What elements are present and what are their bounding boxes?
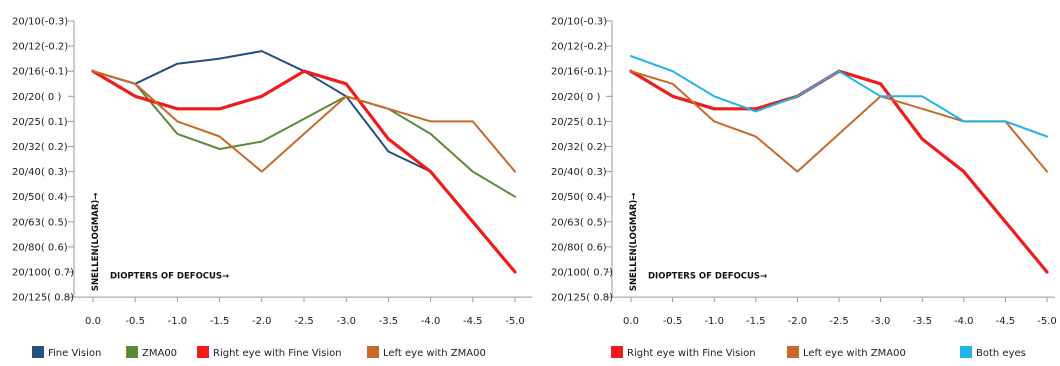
legend-label: Fine Vision [48,348,101,359]
x-tick-label: -2.5 [829,316,849,327]
y-tick-label: 20/125( 0.8) [12,293,74,304]
y-tick-label: 20/40( 0.3) [12,167,68,178]
legend-swatch [197,346,209,358]
legend-label: Right eye with Fine Vision [213,348,342,359]
legend-label: Left eye with ZMA00 [803,348,906,359]
series-line-left-eye-with-zma00 [92,70,516,173]
x-tick-label: -4.0 [421,316,441,327]
y-tick-label: 20/63( 0.5) [551,217,607,228]
y-tick-label: 20/32( 0.2) [551,142,607,153]
y-axis-label: SNELLEN(LOGMAR)→ [629,193,639,292]
right-defocus-chart: 20/10(-0.3) 20/12(-0.2) 20/16(-0.1) 20/20( … [551,17,1057,360]
x-tick-label: -3.5 [912,316,932,327]
legend-swatch [611,346,623,358]
left-defocus-chart: 20/10(-0.3) 20/12(-0.2) 20/16(-0.1) 20/20( … [12,17,532,359]
y-tick-label: 20/25( 0.1) [551,117,607,128]
x-tick-label: -3.5 [379,316,399,327]
x-tick-label: -0.5 [663,316,683,327]
y-tick-label: 20/12(-0.2) [12,42,68,53]
legend-swatch [960,346,972,358]
x-tick-label: -1.5 [210,316,230,327]
x-tick-label: -4.5 [463,316,483,327]
x-tick-label: -3.0 [871,316,891,327]
x-tick-label: -4.0 [954,316,974,327]
x-tick-label: -5.0 [505,316,525,327]
x-tick-label: -2.0 [788,316,808,327]
y-tick-label: 20/80( 0.6) [12,242,68,253]
x-tick-label: -1.0 [704,316,724,327]
legend-label: ZMA00 [142,348,177,359]
series-line-zma00 [92,70,516,198]
y-tick-label: 20/32( 0.2) [12,142,68,153]
y-tick-label: 20/16(-0.1) [12,67,68,78]
y-tick-label: 20/125( 0.8) [551,293,613,304]
y-tick-label: 20/16(-0.1) [551,67,607,78]
x-axis-label: DIOPTERS OF DEFOCUS→ [648,271,767,281]
legend-swatch [126,346,138,358]
x-tick-label: -1.0 [168,316,188,327]
y-tick-label: 20/12(-0.2) [551,42,607,53]
x-tick-label: -2.0 [252,316,272,327]
legend-swatch [787,346,799,358]
y-tick-label: 20/20( 0 ) [12,92,61,103]
x-tick-label: 0.0 [85,316,101,327]
legend-label: Left eye with ZMA00 [383,348,486,359]
x-tick-label: -3.0 [336,316,356,327]
series-line-both-eyes [630,55,1048,138]
y-tick-label: 20/100( 0.7) [12,268,74,279]
legend-swatch [367,346,379,358]
y-axis-label: SNELLEN(LOGMAR)→ [91,193,101,292]
legend-label: Both eyes [976,348,1026,359]
x-tick-label: -2.5 [294,316,314,327]
y-tick-label: 20/10(-0.3) [551,17,607,28]
y-tick-label: 20/25( 0.1) [12,117,68,128]
x-tick-label: -1.5 [746,316,766,327]
y-tick-label: 20/50( 0.4) [551,192,607,203]
legend-label: Right eye with Fine Vision [627,348,756,359]
x-tick-label: 0.0 [623,316,639,327]
y-tick-label: 20/100( 0.7) [551,268,613,279]
series-line-right-eye-with-fine-vision [91,69,517,274]
x-axis-label: DIOPTERS OF DEFOCUS→ [110,271,229,281]
y-tick-label: 20/80( 0.6) [551,242,607,253]
y-tick-label: 20/40( 0.3) [551,167,607,178]
x-tick-label: -0.5 [125,316,145,327]
series-line-fine-vision [92,50,516,273]
x-tick-label: -4.5 [996,316,1016,327]
x-tick-label: -5.0 [1037,316,1057,327]
y-tick-label: 20/10(-0.3) [12,17,68,28]
y-tick-label: 20/50( 0.4) [12,192,68,203]
y-tick-label: 20/63( 0.5) [12,217,68,228]
y-tick-label: 20/20( 0 ) [551,92,600,103]
legend-swatch [32,346,44,358]
